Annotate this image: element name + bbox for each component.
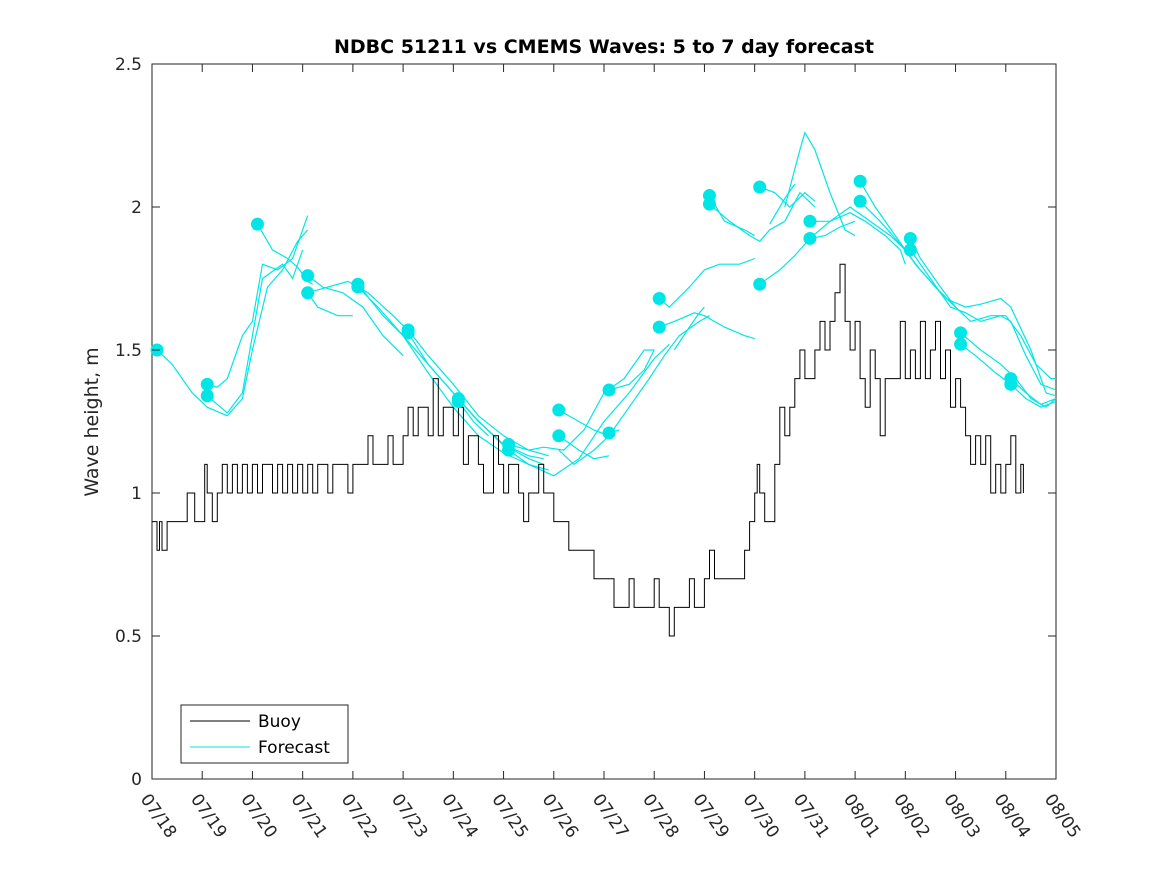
forecast-marker (301, 269, 315, 283)
forecast-marker (602, 426, 616, 440)
plot-area (150, 63, 1057, 780)
forecast-line (558, 435, 610, 460)
x-tick-label: 07/30 (739, 790, 783, 842)
forecast-line (909, 249, 1057, 391)
forecast-marker (903, 231, 917, 245)
forecast-line (658, 312, 755, 340)
x-tick-label: 07/21 (287, 790, 331, 842)
x-tick-label: 07/26 (538, 790, 582, 842)
chart-title: NDBC 51211 vs CMEMS Waves: 5 to 7 day fo… (334, 36, 874, 58)
forecast-marker (200, 377, 214, 391)
forecast-line (1010, 378, 1057, 405)
forecast-marker (853, 194, 867, 208)
y-axis-label: Wave height, m (81, 347, 103, 496)
forecast-marker (301, 286, 315, 300)
x-tick-label: 08/02 (889, 790, 933, 842)
forecast-line (307, 292, 353, 317)
forecast-line (759, 186, 816, 208)
x-tick-label: 08/04 (990, 790, 1034, 842)
x-tick-label: 07/24 (437, 790, 481, 842)
forecast-marker (552, 403, 566, 417)
forecast-line (708, 195, 755, 237)
y-axis-ticks: 0 0.5 1 1.5 2 2.5 (115, 55, 1056, 790)
forecast-line (156, 229, 309, 417)
forecast-line (909, 238, 1056, 380)
x-tick-label: 07/28 (638, 790, 682, 842)
forecast-line (809, 206, 906, 251)
x-tick-label: 07/25 (487, 790, 531, 842)
y-tick-label: 2 (131, 198, 142, 218)
forecast-marker (702, 197, 716, 211)
forecast-line (769, 183, 796, 225)
y-tick-label: 0 (131, 770, 142, 790)
forecast-line (673, 306, 705, 351)
legend-label-buoy: Buoy (258, 712, 301, 732)
y-tick-label: 1.5 (115, 341, 142, 361)
forecast-line (558, 315, 710, 466)
forecast-marker (401, 326, 415, 340)
x-tick-label: 07/27 (588, 790, 632, 842)
forecast-line (945, 297, 1057, 397)
forecast-marker (552, 429, 566, 443)
x-tick-label: 07/31 (789, 790, 833, 842)
forecast-marker (351, 280, 365, 294)
forecast-marker (753, 277, 767, 291)
forecast-line (608, 349, 655, 391)
forecast-line (206, 249, 304, 414)
legend: Buoy Forecast (180, 704, 349, 764)
forecast-marker (200, 389, 214, 403)
forecast-marker (451, 394, 465, 408)
x-tick-label: 07/23 (387, 790, 431, 842)
forecast-marker (753, 180, 767, 194)
forecast-marker (954, 337, 968, 351)
y-tick-label: 0.5 (115, 627, 142, 647)
legend-box (180, 704, 349, 764)
forecast-marker (652, 320, 666, 334)
forecast-marker (954, 326, 968, 340)
forecast-line (658, 257, 755, 308)
forecast-line (508, 343, 670, 477)
forecast-line (960, 343, 1012, 385)
forecast-marker (803, 231, 817, 245)
x-tick-label: 08/05 (1040, 790, 1084, 842)
x-tick-label: 08/03 (939, 790, 983, 842)
forecast-marker (853, 174, 867, 188)
forecast-line (859, 200, 957, 308)
forecast-line (784, 191, 816, 222)
forecast-marker (602, 383, 616, 397)
forecast-marker (803, 214, 817, 228)
x-tick-label: 07/19 (186, 790, 230, 842)
x-tick-label: 07/22 (337, 790, 381, 842)
x-tick-label: 08/01 (839, 790, 883, 842)
forecast-marker (250, 217, 264, 231)
y-tick-label: 2.5 (115, 55, 142, 75)
forecast-marker (1004, 377, 1018, 391)
forecast-line (508, 349, 655, 451)
forecast-line (784, 131, 856, 237)
forecast-line (207, 215, 309, 388)
x-tick-label: 07/20 (236, 790, 280, 842)
forecast-line (307, 275, 404, 357)
forecast-marker (903, 243, 917, 257)
forecast-line (709, 203, 786, 243)
forecast-line (457, 398, 510, 451)
x-tick-label: 07/18 (136, 790, 180, 842)
forecast-line (558, 409, 610, 437)
forecast-marker (652, 292, 666, 306)
y-tick-label: 1 (131, 484, 142, 504)
forecast-line (1010, 383, 1057, 408)
forecast-marker (502, 443, 516, 457)
x-tick-label: 07/29 (688, 790, 732, 842)
legend-label-forecast: Forecast (258, 738, 330, 758)
buoy-line (152, 263, 1024, 637)
